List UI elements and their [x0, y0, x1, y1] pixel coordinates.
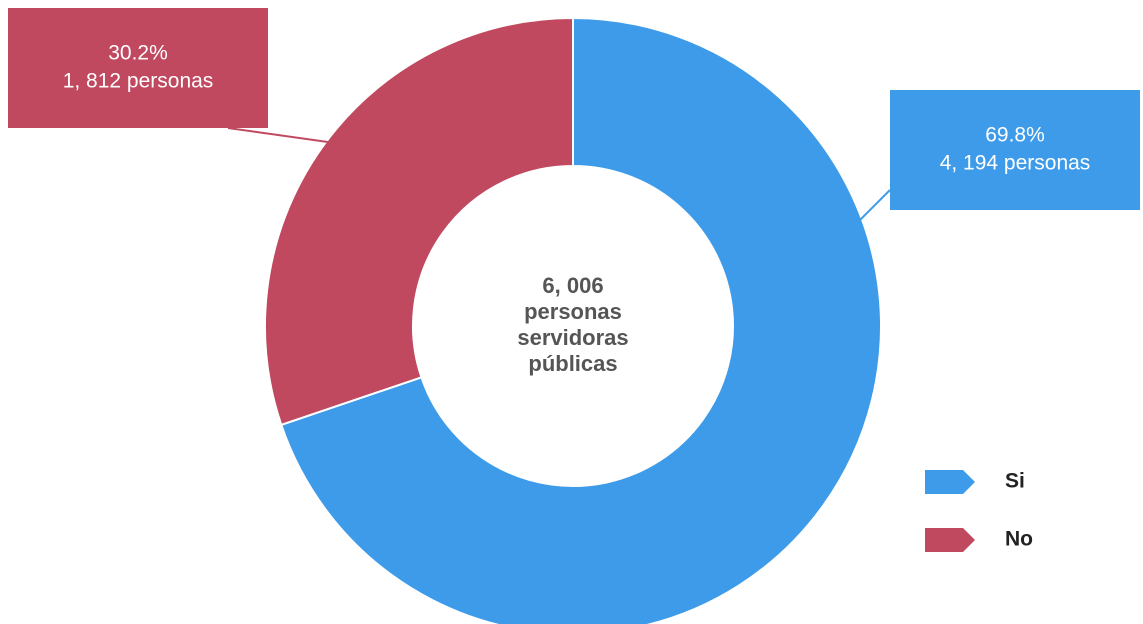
center-label: servidoras [517, 325, 628, 350]
count-label: 1, 812 personas [63, 70, 214, 93]
slice [280, 16, 882, 624]
slice [264, 16, 574, 427]
label-box [890, 90, 1140, 210]
leader-line [227, 127, 421, 156]
leader-line [814, 189, 891, 266]
center-label: públicas [528, 351, 617, 376]
legend-swatch [925, 470, 975, 494]
legend-label: Si [1005, 470, 1025, 493]
count-label: 4, 194 personas [940, 152, 1091, 175]
legend-label: No [1005, 528, 1033, 551]
value-label: 30.2% [108, 42, 168, 65]
value-label: 69.8% [985, 124, 1045, 147]
center-label: personas [524, 299, 622, 324]
center-label: 6, 006 [542, 273, 603, 298]
legend-swatch [925, 528, 975, 552]
label-box [8, 8, 268, 128]
